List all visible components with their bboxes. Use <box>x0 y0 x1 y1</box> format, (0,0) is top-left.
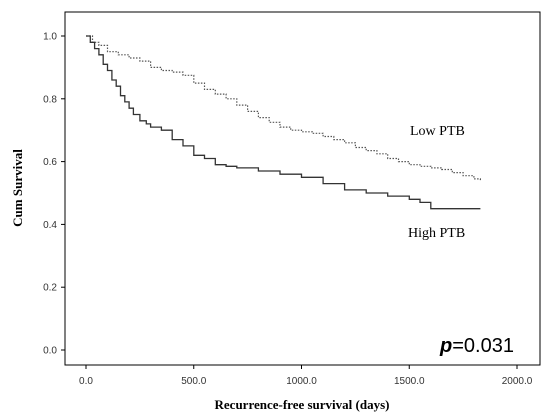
x-axis: 0.0 500.0 1000.0 1500.0 2000.0 <box>79 365 533 387</box>
p-value-annotation: p=0.031 <box>439 335 514 357</box>
y-axis: 0.0 0.2 0.4 0.6 0.8 1.0 <box>43 32 65 357</box>
y-tick-label: 0.6 <box>43 157 57 168</box>
y-tick-label: 0.2 <box>43 283 57 294</box>
y-tick-label: 0.8 <box>43 94 57 105</box>
series-line-high-ptb <box>86 35 481 210</box>
p-value-symbol: p <box>439 335 452 357</box>
x-tick-label: 1500.0 <box>394 376 425 387</box>
y-axis-title: Cum Survival <box>10 149 25 227</box>
series-label-high-ptb: High PTB <box>408 226 465 241</box>
series-group <box>86 35 481 210</box>
plot-frame <box>64 11 541 366</box>
x-tick-label: 0.0 <box>79 376 93 387</box>
y-tick-label: 1.0 <box>43 32 57 43</box>
series-label-low-ptb: Low PTB <box>410 124 465 139</box>
x-tick-label: 2000.0 <box>502 376 533 387</box>
y-tick-label: 0.4 <box>43 220 57 231</box>
x-tick-label: 500.0 <box>181 376 206 387</box>
x-axis-title: Recurrence-free survival (days) <box>215 397 390 412</box>
p-value-text: =0.031 <box>452 335 514 357</box>
series-line-low-ptb <box>86 35 481 181</box>
x-tick-label: 1000.0 <box>286 376 317 387</box>
y-tick-label: 0.0 <box>43 346 57 357</box>
